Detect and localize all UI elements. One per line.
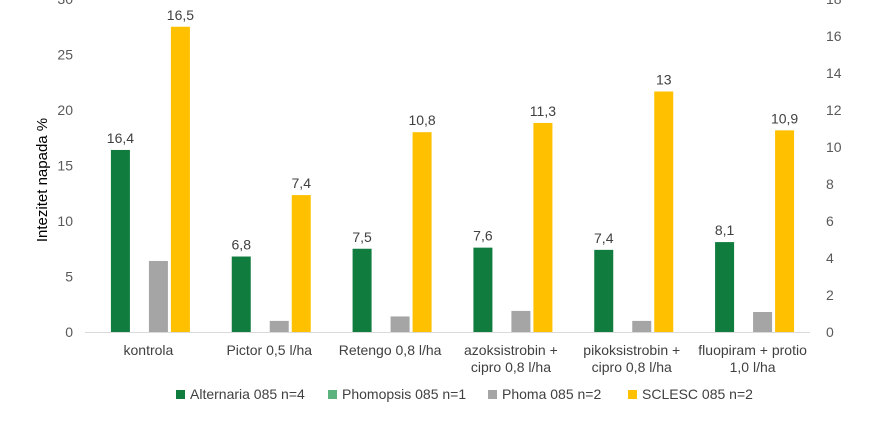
y2-tick-label: 6 xyxy=(826,213,834,229)
bar-sclesc xyxy=(291,195,311,332)
y2-tick-label: 14 xyxy=(826,65,842,81)
y2-tick-label: 2 xyxy=(826,287,834,303)
bar-sclesc xyxy=(170,26,190,332)
bar-phoma xyxy=(511,310,531,332)
data-label: 10,8 xyxy=(408,112,435,128)
legend-label: SCLESC 085 n=2 xyxy=(642,386,753,402)
data-label: 16,4 xyxy=(107,130,134,146)
x-category-label: kontrola xyxy=(124,342,174,358)
bar-alternaria xyxy=(715,242,735,332)
y2-tick-label: 0 xyxy=(826,324,834,340)
bar-phoma xyxy=(390,316,410,332)
legend-swatch xyxy=(328,389,337,399)
y-tick-label: 5 xyxy=(65,269,73,285)
x-category-label: azoksistrobin + xyxy=(464,342,558,358)
bar-phoma xyxy=(148,260,168,332)
legend-swatch xyxy=(628,389,637,399)
x-category-label: fluopiram + protio xyxy=(698,342,807,358)
legend-label: Phomopsis 085 n=1 xyxy=(342,386,467,402)
y-tick-label: 15 xyxy=(57,158,73,174)
bar-sclesc xyxy=(775,130,795,332)
y2-tick-label: 18 xyxy=(826,0,842,7)
y2-tick-label: 12 xyxy=(826,102,842,118)
data-label: 7,6 xyxy=(473,228,493,244)
bar-alternaria xyxy=(231,256,251,332)
y2-tick-label: 8 xyxy=(826,176,834,192)
x-category-label: Pictor 0,5 l/ha xyxy=(226,342,312,358)
bar-alternaria xyxy=(473,247,493,332)
data-label: 6,8 xyxy=(232,237,252,253)
bar-phoma xyxy=(632,320,652,332)
data-label: 8,1 xyxy=(715,222,735,238)
legend: Alternaria 085 n=4 Phomopsis 085 n=1 Phoma… xyxy=(0,386,880,406)
bar-sclesc xyxy=(533,122,553,332)
y-tick-label: 20 xyxy=(57,102,73,118)
data-label: 10,9 xyxy=(771,110,798,126)
legend-label: Phoma 085 n=2 xyxy=(502,386,602,402)
legend-item: SCLESC 085 n=2 xyxy=(628,386,753,402)
y-tick-label: 0 xyxy=(65,324,73,340)
bar-alternaria xyxy=(352,248,372,332)
data-label: 16,5 xyxy=(167,7,194,23)
y2-tick-label: 16 xyxy=(826,28,842,44)
x-category-label: 1,0 l/ha xyxy=(730,359,776,375)
x-category-label: pikoksistrobin + xyxy=(583,342,680,358)
data-label: 7,4 xyxy=(292,175,312,191)
y2-tick-label: 4 xyxy=(826,250,834,266)
x-category-label: cipro 0,8 l/ha xyxy=(471,359,551,375)
x-category-label: cipro 0,8 l/ha xyxy=(592,359,672,375)
data-label: 11,3 xyxy=(530,103,556,119)
legend-item: Phomopsis 085 n=1 xyxy=(328,386,466,402)
y2-tick-label: 10 xyxy=(826,139,842,155)
data-label: 7,4 xyxy=(594,230,614,246)
y-tick-label: 30 xyxy=(57,0,73,7)
data-label: 7,5 xyxy=(352,229,372,245)
legend-label: Alternaria 085 n=4 xyxy=(190,386,305,402)
legend-swatch xyxy=(488,389,497,399)
y-tick-label: 25 xyxy=(57,47,73,63)
data-label: 13 xyxy=(656,72,672,88)
legend-item: Alternaria 085 n=4 xyxy=(176,386,305,402)
y-tick-label: 10 xyxy=(57,213,73,229)
bar-alternaria xyxy=(594,249,614,332)
bar-alternaria xyxy=(110,149,130,332)
bar-sclesc xyxy=(412,132,432,332)
bar-phoma xyxy=(269,320,289,332)
bar-phoma xyxy=(753,312,773,332)
plot-area: 0 5 10 15 20 25 30 0 2 4 6 8 10 12 14 16 18 16,4 16,5 kontr… xyxy=(57,0,841,375)
bar-sclesc xyxy=(654,91,674,332)
legend-item: Phoma 085 n=2 xyxy=(488,386,601,402)
legend-swatch xyxy=(176,389,185,399)
x-category-label: Retengo 0,8 l/ha xyxy=(339,342,442,358)
y-axis-label: Intezitet napada % xyxy=(34,118,51,242)
